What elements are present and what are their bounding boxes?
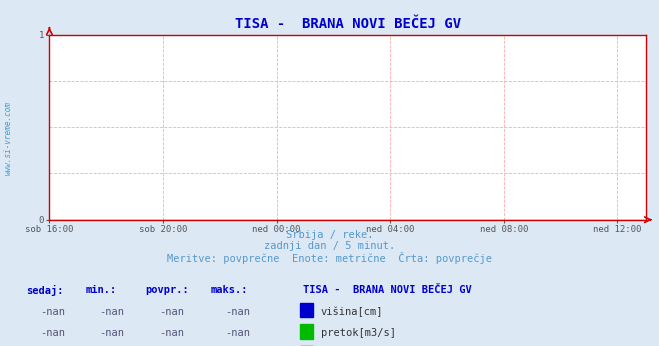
Text: -nan: -nan (40, 328, 65, 338)
Text: pretok[m3/s]: pretok[m3/s] (321, 328, 396, 338)
Text: Srbija / reke.: Srbija / reke. (286, 230, 373, 240)
Text: sedaj:: sedaj: (26, 285, 64, 297)
Text: TISA -  BRANA NOVI BEČEJ GV: TISA - BRANA NOVI BEČEJ GV (303, 285, 472, 295)
Text: min.:: min.: (86, 285, 117, 295)
Title: TISA -  BRANA NOVI BEČEJ GV: TISA - BRANA NOVI BEČEJ GV (235, 17, 461, 31)
Text: -nan: -nan (159, 328, 184, 338)
Text: -nan: -nan (225, 307, 250, 317)
Text: -nan: -nan (100, 307, 125, 317)
Text: -nan: -nan (225, 328, 250, 338)
Text: višina[cm]: višina[cm] (321, 307, 384, 317)
Text: Meritve: povprečne  Enote: metrične  Črta: povprečje: Meritve: povprečne Enote: metrične Črta:… (167, 252, 492, 264)
Text: -nan: -nan (40, 307, 65, 317)
Text: maks.:: maks.: (211, 285, 248, 295)
Text: www.si-vreme.com: www.si-vreme.com (4, 101, 13, 175)
Text: povpr.:: povpr.: (145, 285, 188, 295)
Text: zadnji dan / 5 minut.: zadnji dan / 5 minut. (264, 241, 395, 251)
Text: -nan: -nan (159, 307, 184, 317)
Text: -nan: -nan (100, 328, 125, 338)
